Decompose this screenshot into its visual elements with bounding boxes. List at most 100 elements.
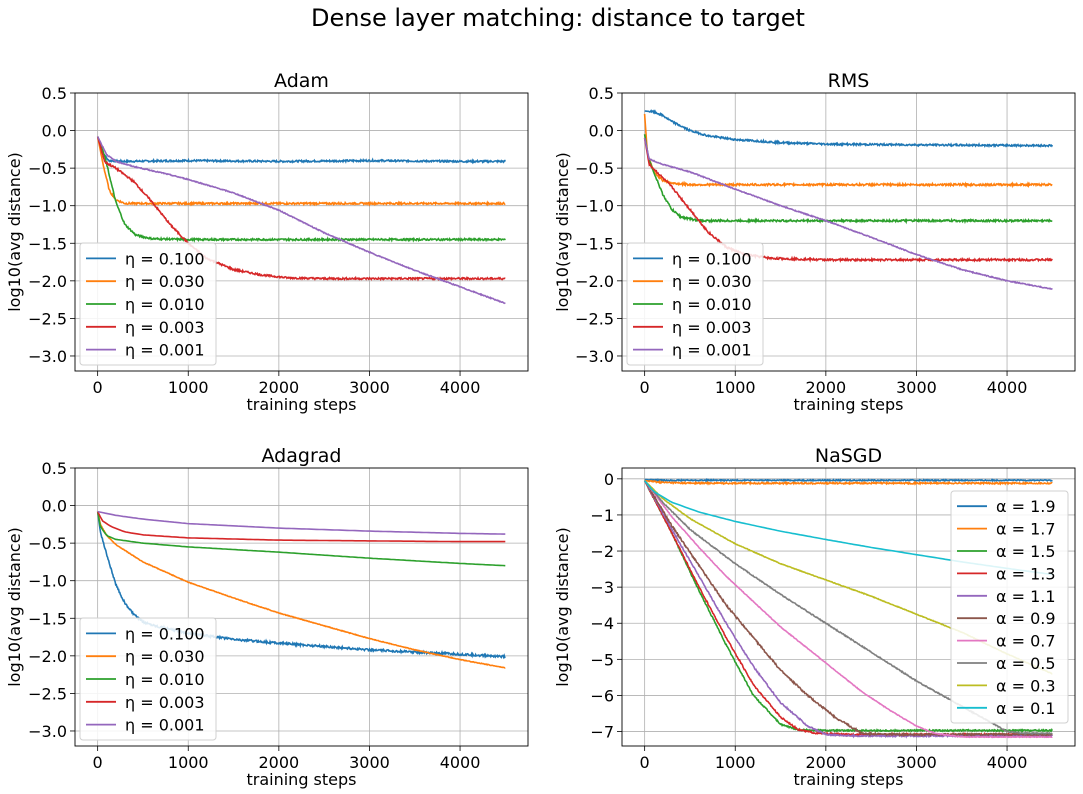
series-line — [96, 511, 506, 669]
legend-entry: α = 1.9 — [996, 497, 1056, 516]
series-line — [644, 478, 1053, 483]
subplot-adagrad: 0 1000 2000 3000 4000 −3.0 −2.5 −2.0 −1.5 −1.0 −0.… — [5, 445, 529, 789]
legend-entry: η = 0.100 — [125, 624, 205, 643]
legend-box — [79, 242, 217, 366]
legend-box — [79, 617, 217, 741]
x-tick-label: 0 — [93, 753, 103, 772]
y-tick-label: −1.0 — [575, 197, 614, 216]
y-tick-label: −3 — [590, 578, 614, 597]
series-line — [643, 134, 1053, 225]
y-tick-label: −1.5 — [28, 234, 67, 253]
legend-entry: α = 1.1 — [996, 587, 1056, 606]
axes-frame — [621, 467, 1076, 747]
x-tick-label: 4000 — [440, 753, 481, 772]
legend-entry: α = 1.7 — [996, 520, 1056, 539]
legend-box — [950, 490, 1069, 724]
y-axis-label: log10(avg distance) — [553, 152, 572, 312]
series-line — [644, 109, 1054, 149]
series-line — [97, 510, 506, 535]
x-tick-label: 2000 — [805, 378, 846, 397]
x-tick-label: 3000 — [896, 753, 937, 772]
y-tick-label: 0.5 — [42, 84, 67, 103]
legend-entry: η = 0.100 — [125, 249, 205, 268]
y-tick-label: −1.0 — [28, 572, 67, 591]
y-tick-label: −1.5 — [575, 234, 614, 253]
legend-entry: α = 0.3 — [996, 676, 1056, 695]
y-tick-label: −3.0 — [28, 722, 67, 741]
x-tick-label: 4000 — [440, 378, 481, 397]
series-line — [96, 511, 506, 543]
series-line — [643, 480, 1053, 738]
x-axis-label: training steps — [793, 770, 903, 789]
subplot-adam: 0 1000 2000 3000 4000 −3.0 −2.5 −2.0 −1.5 −1.0 −0.… — [5, 70, 529, 414]
legend-entry: α = 1.3 — [996, 564, 1056, 583]
x-axis-label: training steps — [246, 395, 356, 414]
y-tick-label: −1 — [590, 506, 614, 525]
legend: α = 1.9 α = 1.7 α = 1.5 α = 1.3 α = 1.1 α = 0… — [950, 490, 1069, 724]
y-tick-label: −6 — [590, 686, 614, 705]
y-tick-label: −1.0 — [28, 197, 67, 216]
x-tick-label: 1000 — [168, 753, 209, 772]
y-tick-label: −2.5 — [28, 684, 67, 703]
legend-entry: η = 0.001 — [125, 716, 205, 735]
subplot-title: Adam — [274, 70, 329, 92]
subplot-title: NaSGD — [815, 445, 882, 467]
legend-entry: η = 0.030 — [672, 272, 752, 291]
y-tick-label: −5 — [590, 650, 614, 669]
x-axis-label: training steps — [793, 395, 903, 414]
legend-entry: α = 1.5 — [996, 542, 1056, 561]
y-tick-label: 0 — [604, 470, 614, 489]
axes-frame — [74, 467, 529, 747]
x-tick-label: 3000 — [349, 378, 390, 397]
x-tick-label: 0 — [640, 378, 650, 397]
x-tick-label: 2000 — [258, 378, 299, 397]
legend-entry: η = 0.003 — [125, 693, 205, 712]
x-tick-label: 4000 — [987, 753, 1028, 772]
subplot-title: RMS — [828, 70, 870, 92]
legend: η = 0.100 η = 0.030 η = 0.010 η = 0.003 η = … — [626, 242, 764, 366]
legend-entry: α = 0.7 — [996, 632, 1056, 651]
series-line — [96, 136, 506, 207]
legend-entry: η = 0.003 — [125, 318, 205, 337]
y-axis-label: log10(avg distance) — [5, 152, 24, 312]
legend-entry: η = 0.001 — [125, 341, 205, 360]
legend-entry: η = 0.030 — [125, 647, 205, 666]
y-tick-label: 0.0 — [589, 122, 614, 141]
x-tick-label: 4000 — [987, 378, 1028, 397]
y-axis-label: log10(avg distance) — [5, 527, 24, 687]
legend-entry: α = 0.5 — [996, 654, 1056, 673]
figure-suptitle: Dense layer matching: distance to target — [311, 4, 805, 32]
y-tick-label: −2.0 — [28, 647, 67, 666]
y-tick-label: −1.5 — [28, 609, 67, 628]
subplot-grid: 0 1000 2000 3000 4000 −3.0 −2.5 −2.0 −1.5 −1.0 −0.… — [5, 70, 1076, 789]
legend-entry: η = 0.001 — [672, 341, 752, 360]
x-tick-label: 1000 — [715, 378, 756, 397]
legend-entry: η = 0.010 — [125, 670, 205, 689]
x-tick-label: 3000 — [896, 378, 937, 397]
axes-frame — [621, 92, 1076, 372]
y-axis-label: log10(avg distance) — [553, 527, 572, 687]
legend: η = 0.100 η = 0.030 η = 0.010 η = 0.003 η = … — [79, 242, 217, 366]
y-tick-label: −3.0 — [28, 347, 67, 366]
y-tick-label: −0.5 — [575, 159, 614, 178]
x-tick-label: 2000 — [805, 753, 846, 772]
legend-entry: η = 0.100 — [672, 249, 752, 268]
y-tick-label: −7 — [590, 723, 614, 742]
subplot-rms: 0 1000 2000 3000 4000 −3.0 −2.5 −2.0 −1.5 −1.0 −0.… — [553, 70, 1076, 414]
x-tick-label: 0 — [93, 378, 103, 397]
y-tick-label: −2 — [590, 542, 614, 561]
x-tick-label: 1000 — [715, 753, 756, 772]
y-tick-label: −2.0 — [28, 272, 67, 291]
y-tick-label: −2.0 — [575, 272, 614, 291]
x-tick-label: 3000 — [349, 753, 390, 772]
legend-entry: α = 0.1 — [996, 699, 1056, 718]
series-line — [643, 137, 1053, 263]
series-line — [644, 479, 1053, 486]
axes-frame — [74, 92, 529, 372]
x-axis-label: training steps — [246, 770, 356, 789]
legend: η = 0.100 η = 0.030 η = 0.010 η = 0.003 η = … — [79, 617, 217, 741]
series-line — [96, 136, 506, 243]
x-tick-label: 1000 — [168, 378, 209, 397]
y-tick-label: −0.5 — [28, 159, 67, 178]
y-tick-label: 0.5 — [42, 459, 67, 478]
